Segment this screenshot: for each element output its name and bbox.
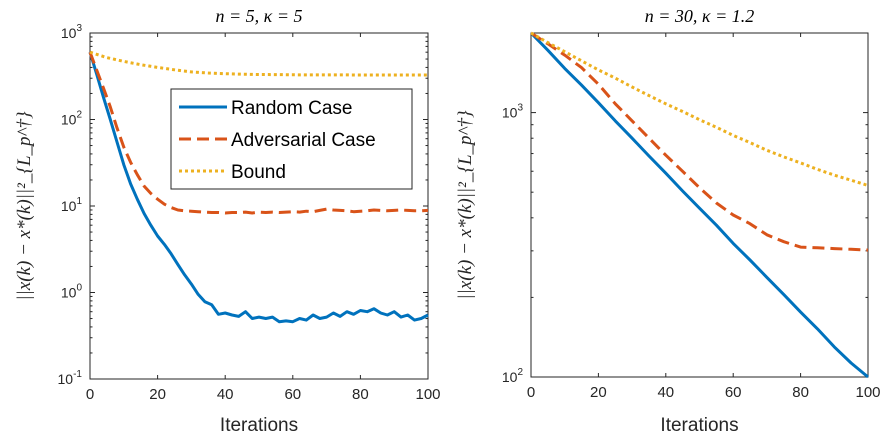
x-tick-label: 20 [149,386,166,403]
y-tick-label: 102 [502,367,524,385]
legend: Random Case Adversarial Case Bound [170,88,413,190]
x-tick-label: 40 [657,384,674,401]
y-tick-label: 103 [502,103,524,121]
y-tick-label: 101 [61,196,83,214]
plot-area-frame [530,32,869,378]
chart-1: 0 20 40 60 80 100 10-1 100 101 102 103 n = 5, κ = 5… [14,6,441,436]
series-line-adversarial-case [530,31,869,252]
x-tick-label: 100 [415,386,440,403]
chart-title: n = 5, κ = 5 [216,6,303,26]
legend-label: Bound [231,162,286,183]
y-tick-label: 100 [61,283,83,301]
x-tick-label: 0 [527,384,535,401]
series-line-bound [89,50,428,77]
y-tick-label: 10-1 [58,369,83,387]
chart-title: n = 30, κ = 1.2 [645,6,754,26]
x-tick-label: 0 [86,386,94,403]
x-tick-label: 60 [725,384,742,401]
legend-label: Adversarial Case [231,130,376,151]
series-line-random-case [88,51,429,324]
x-tick-label: 20 [590,384,607,401]
x-tick-label: 60 [284,386,301,403]
y-axis-label: ||x(k) − x*(k)||²_{L_p^†} [455,110,476,300]
x-tick-label: 40 [217,386,234,403]
y-axis-label: ||x(k) − x*(k)||²_{L_p^†} [14,111,35,301]
series-line-random-case [529,31,869,379]
legend-label: Random Case [231,98,352,119]
x-axis-label: Iterations [660,415,738,436]
x-tick-label: 100 [855,384,880,401]
chart-2: 0 20 40 60 80 100 102 103 n = 30, κ = 1.2 Iterati… [455,6,881,436]
series-line-adversarial-case [88,51,429,215]
y-tick-label: 102 [61,110,83,128]
y-tick-label: 103 [61,23,83,41]
x-axis-label: Iterations [220,415,298,436]
series-line-bound [530,31,869,187]
x-tick-label: 80 [792,384,809,401]
x-tick-label: 80 [352,386,369,403]
